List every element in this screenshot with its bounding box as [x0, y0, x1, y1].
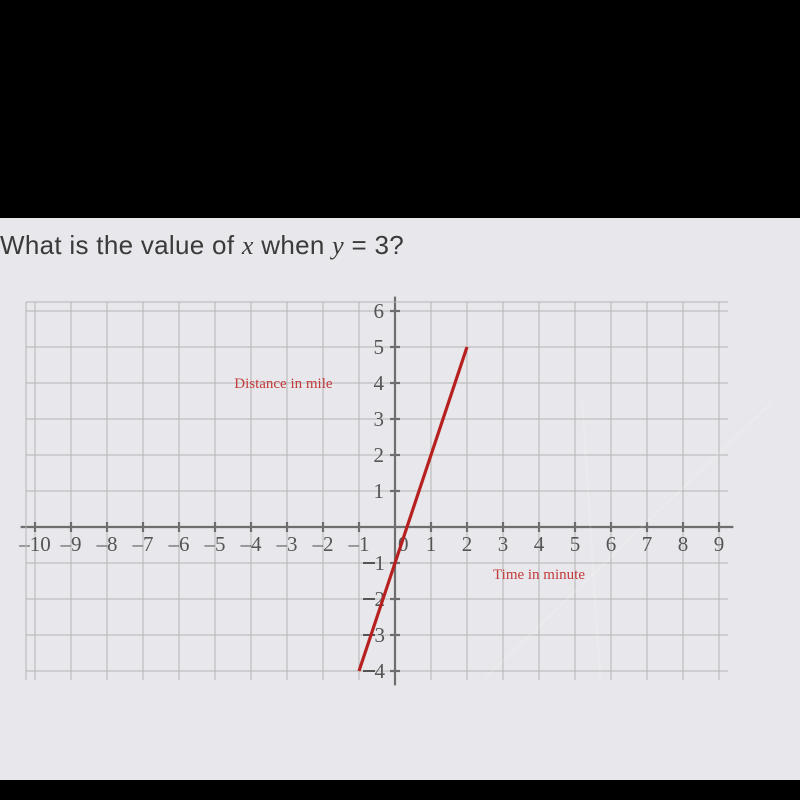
svg-text:7: 7 — [642, 532, 653, 556]
question-mid: when — [254, 230, 332, 260]
svg-text:4: 4 — [374, 371, 385, 395]
svg-text:–10: –10 — [18, 532, 51, 556]
svg-text:1: 1 — [375, 551, 386, 575]
svg-text:3: 3 — [374, 407, 385, 431]
svg-text:–6: –6 — [168, 532, 190, 556]
question-prefix: What is the value of — [0, 230, 242, 260]
svg-text:9: 9 — [714, 532, 725, 556]
svg-text:8: 8 — [678, 532, 689, 556]
svg-text:2: 2 — [374, 443, 385, 467]
svg-text:1: 1 — [374, 479, 385, 503]
svg-text:1: 1 — [426, 532, 437, 556]
question-text: What is the value of x when y = 3? — [0, 230, 404, 261]
svg-text:–9: –9 — [60, 532, 82, 556]
svg-text:6: 6 — [374, 299, 385, 323]
svg-text:5: 5 — [374, 335, 385, 359]
svg-text:2: 2 — [462, 532, 473, 556]
svg-text:Distance in mile: Distance in mile — [234, 376, 333, 392]
svg-text:4: 4 — [534, 532, 545, 556]
question-yvar: y — [332, 231, 344, 260]
question-suffix: = 3? — [344, 230, 404, 260]
svg-text:–5: –5 — [204, 532, 226, 556]
question-xvar: x — [242, 231, 254, 260]
svg-text:Time in minute: Time in minute — [493, 567, 585, 583]
svg-text:5: 5 — [570, 532, 581, 556]
svg-text:–4: –4 — [240, 532, 263, 556]
svg-text:–7: –7 — [132, 532, 154, 556]
svg-text:3: 3 — [498, 532, 509, 556]
chart-svg: –10–9–8–7–6–5–4–3–2–11234567891234561234… — [0, 286, 790, 706]
svg-text:4: 4 — [375, 659, 386, 683]
svg-text:–1: –1 — [348, 532, 370, 556]
svg-text:–2: –2 — [312, 532, 334, 556]
svg-text:3: 3 — [375, 623, 386, 647]
coordinate-chart: –10–9–8–7–6–5–4–3–2–11234567891234561234… — [0, 286, 790, 706]
worksheet-page: What is the value of x when y = 3? –10 –9… — [0, 218, 800, 780]
svg-text:–8: –8 — [96, 532, 118, 556]
svg-text:–3: –3 — [276, 532, 298, 556]
